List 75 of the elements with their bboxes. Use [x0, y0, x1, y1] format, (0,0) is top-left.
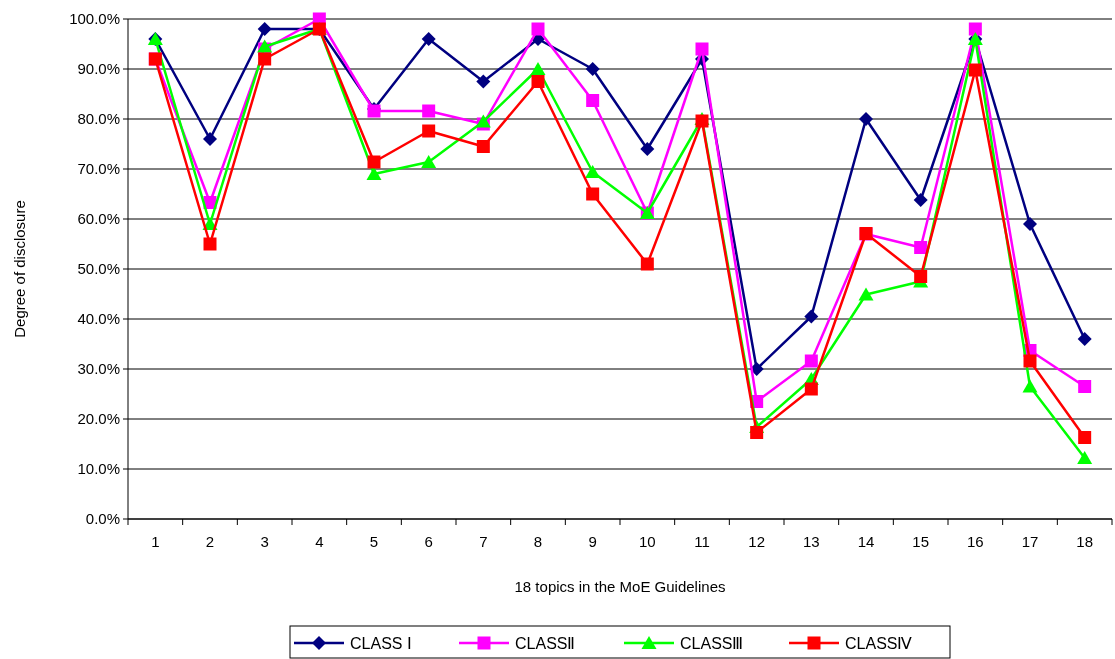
point: [1077, 332, 1092, 346]
legend-label: CLASSⅡ: [515, 634, 576, 652]
y-tick-label: 90.0%: [77, 60, 120, 78]
point: [585, 165, 601, 178]
x-tick-label: 13: [802, 533, 820, 550]
point: [968, 63, 982, 77]
point: [640, 142, 655, 156]
point: [804, 382, 818, 396]
y-tick-label: 60.0%: [77, 210, 120, 228]
point: [1023, 354, 1037, 368]
x-axis-title: 18 topics in the MoE Guidelines: [514, 578, 726, 595]
y-tick-label: 10.0%: [77, 460, 120, 478]
x-tick-label: 9: [588, 533, 597, 550]
x-tick-label: 10: [638, 533, 656, 550]
point: [530, 62, 546, 75]
point: [804, 309, 819, 324]
x-tick-label: 17: [1021, 533, 1039, 550]
point: [258, 52, 272, 66]
point: [476, 74, 491, 89]
legend-label: CLASS Ⅰ: [350, 634, 412, 652]
x-tick-label: 1: [151, 533, 160, 550]
point: [968, 22, 982, 36]
y-tick-label: 40.0%: [77, 310, 120, 328]
x-tick-label: 12: [748, 533, 766, 550]
point: [421, 155, 437, 168]
x-tick-label: 5: [369, 533, 379, 550]
point: [585, 62, 600, 76]
point: [913, 193, 928, 207]
legend-label: CLASSⅢ: [680, 634, 744, 652]
point: [914, 241, 928, 254]
x-tick-label: 2: [205, 533, 215, 550]
point: [804, 354, 818, 368]
point: [203, 237, 217, 251]
point: [586, 94, 600, 107]
point: [367, 155, 381, 169]
point: [695, 42, 709, 56]
y-tick-label: 30.0%: [77, 360, 120, 378]
y-tick-label: 0.0%: [85, 510, 120, 528]
y-axis-title: Degree of disclosure: [11, 200, 28, 338]
x-tick-label: 7: [479, 533, 488, 550]
point: [257, 22, 272, 36]
x-tick-label: 14: [857, 533, 875, 550]
x-tick-label: 15: [912, 533, 930, 550]
x-tick-label: 11: [694, 533, 710, 550]
legend-label: CLASSⅣ: [845, 634, 913, 652]
point: [531, 22, 545, 36]
point: [859, 112, 873, 126]
point: [531, 75, 545, 88]
point: [1077, 451, 1093, 464]
y-tick-label: 70.0%: [77, 160, 120, 178]
x-tick-label: 6: [424, 533, 433, 550]
point: [203, 132, 217, 146]
point: [914, 270, 928, 283]
point: [1022, 379, 1038, 393]
y-tick-label: 100.0%: [69, 10, 120, 28]
point: [422, 124, 436, 138]
y-tick-label: 50.0%: [77, 260, 120, 278]
x-tick-label: 4: [315, 533, 324, 550]
point: [421, 32, 436, 46]
y-tick-label: 80.0%: [77, 110, 120, 128]
y-tick-label: 20.0%: [77, 410, 120, 428]
point: [366, 167, 382, 180]
point: [858, 287, 874, 301]
x-tick-label: 16: [966, 533, 984, 550]
x-tick-label: 3: [260, 533, 269, 550]
point: [640, 257, 654, 271]
point: [422, 104, 436, 118]
x-tick-label: 8: [533, 533, 543, 550]
x-tick-label: 18: [1076, 533, 1094, 550]
point: [1078, 380, 1092, 393]
point: [586, 187, 600, 201]
point: [476, 140, 490, 153]
point: [750, 426, 764, 439]
point: [1023, 217, 1037, 231]
point: [1078, 431, 1092, 444]
